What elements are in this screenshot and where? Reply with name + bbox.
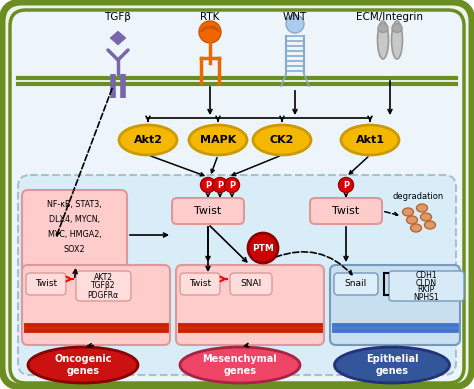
Ellipse shape bbox=[341, 125, 399, 155]
FancyBboxPatch shape bbox=[330, 265, 460, 345]
Text: AKT2: AKT2 bbox=[93, 273, 112, 282]
FancyBboxPatch shape bbox=[180, 273, 220, 295]
Text: ECM/Integrin: ECM/Integrin bbox=[356, 12, 423, 22]
Ellipse shape bbox=[425, 221, 436, 229]
Text: MAPK: MAPK bbox=[200, 135, 236, 145]
Text: NPHS1: NPHS1 bbox=[413, 293, 439, 301]
Circle shape bbox=[225, 177, 239, 193]
Text: P: P bbox=[205, 180, 211, 189]
Ellipse shape bbox=[378, 23, 388, 33]
FancyBboxPatch shape bbox=[310, 198, 382, 224]
Text: TGFβ: TGFβ bbox=[105, 12, 131, 22]
Circle shape bbox=[201, 177, 216, 193]
FancyBboxPatch shape bbox=[176, 265, 324, 345]
Ellipse shape bbox=[392, 21, 402, 59]
Text: RTK: RTK bbox=[201, 12, 219, 22]
Circle shape bbox=[286, 15, 304, 33]
Ellipse shape bbox=[253, 125, 311, 155]
Ellipse shape bbox=[420, 213, 431, 221]
Text: PTM: PTM bbox=[252, 244, 274, 252]
Text: CDH1: CDH1 bbox=[415, 272, 437, 280]
Text: P: P bbox=[217, 180, 223, 189]
Text: PDGFRα: PDGFRα bbox=[87, 291, 118, 300]
FancyBboxPatch shape bbox=[334, 273, 378, 295]
Ellipse shape bbox=[335, 347, 449, 383]
Text: Akt1: Akt1 bbox=[356, 135, 384, 145]
Text: Twist: Twist bbox=[332, 206, 360, 216]
FancyBboxPatch shape bbox=[389, 271, 464, 301]
Text: CK2: CK2 bbox=[270, 135, 294, 145]
FancyBboxPatch shape bbox=[22, 190, 127, 280]
Text: DLX4, MYCN,: DLX4, MYCN, bbox=[49, 214, 100, 224]
Ellipse shape bbox=[410, 224, 421, 232]
Ellipse shape bbox=[392, 23, 402, 33]
Ellipse shape bbox=[417, 204, 428, 212]
FancyBboxPatch shape bbox=[22, 265, 170, 345]
Text: RKIP: RKIP bbox=[418, 286, 435, 294]
FancyBboxPatch shape bbox=[76, 271, 131, 301]
Ellipse shape bbox=[189, 125, 247, 155]
FancyBboxPatch shape bbox=[172, 198, 244, 224]
Text: TGFβ2: TGFβ2 bbox=[91, 282, 115, 291]
Text: P: P bbox=[343, 180, 349, 189]
Text: Twist: Twist bbox=[194, 206, 222, 216]
Ellipse shape bbox=[119, 125, 177, 155]
Text: Twist: Twist bbox=[189, 280, 211, 289]
Text: NF-κB, STAT3,: NF-κB, STAT3, bbox=[47, 200, 102, 209]
Ellipse shape bbox=[402, 208, 413, 216]
Text: Akt2: Akt2 bbox=[134, 135, 163, 145]
Text: SOX2: SOX2 bbox=[64, 245, 85, 254]
Text: Epithelial
genes: Epithelial genes bbox=[366, 354, 418, 376]
FancyBboxPatch shape bbox=[230, 273, 272, 295]
Text: Mesenchymal
genes: Mesenchymal genes bbox=[202, 354, 277, 376]
Text: WNT: WNT bbox=[283, 12, 307, 22]
Ellipse shape bbox=[377, 21, 389, 59]
FancyBboxPatch shape bbox=[26, 273, 66, 295]
Circle shape bbox=[199, 21, 221, 43]
Text: MYC, HMGA2,: MYC, HMGA2, bbox=[47, 230, 101, 238]
Circle shape bbox=[212, 177, 228, 193]
Ellipse shape bbox=[180, 347, 300, 383]
FancyBboxPatch shape bbox=[18, 175, 456, 375]
Text: SNAI: SNAI bbox=[240, 280, 262, 289]
Text: degradation: degradation bbox=[392, 191, 444, 200]
FancyBboxPatch shape bbox=[10, 10, 464, 383]
Ellipse shape bbox=[28, 347, 138, 383]
Text: P: P bbox=[229, 180, 235, 189]
Polygon shape bbox=[109, 30, 127, 46]
Text: Oncogenic
genes: Oncogenic genes bbox=[54, 354, 112, 376]
Text: Snail: Snail bbox=[345, 280, 367, 289]
Circle shape bbox=[248, 233, 278, 263]
Text: Twist: Twist bbox=[35, 280, 57, 289]
Circle shape bbox=[338, 177, 354, 193]
Text: CLDN: CLDN bbox=[415, 279, 437, 287]
Ellipse shape bbox=[407, 216, 418, 224]
